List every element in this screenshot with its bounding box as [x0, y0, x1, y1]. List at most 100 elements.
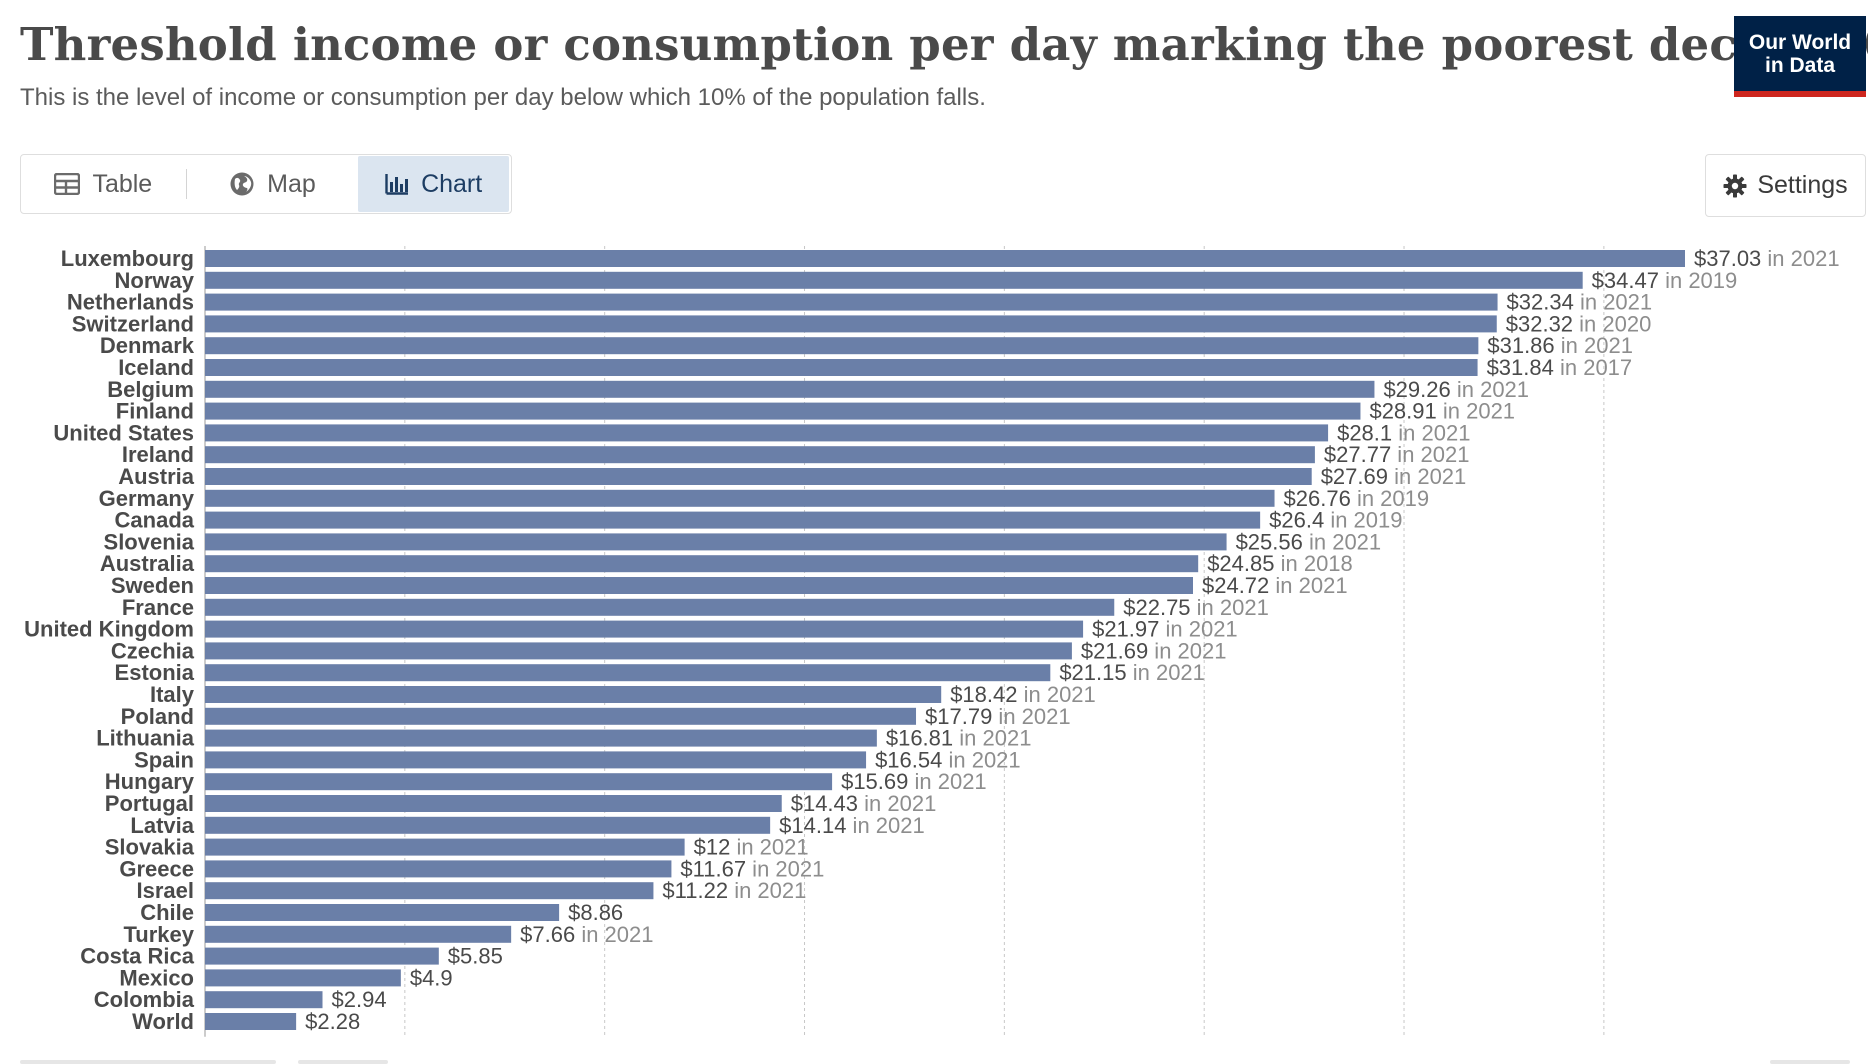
- data-label: $34.47 in 2019: [1592, 268, 1738, 293]
- value-label: $14.43: [791, 791, 858, 816]
- category-label: Portugal: [105, 791, 194, 816]
- category-label: Belgium: [107, 377, 194, 402]
- bar: [205, 882, 654, 900]
- data-label: $21.97 in 2021: [1092, 617, 1238, 642]
- category-label: Czechia: [111, 638, 195, 663]
- category-label: Costa Rica: [80, 944, 194, 969]
- data-label: $5.85: [448, 944, 503, 969]
- bar: [205, 446, 1315, 464]
- owid-logo[interactable]: Our World in Data: [1734, 16, 1866, 97]
- data-label: $18.42 in 2021: [950, 682, 1096, 707]
- tab-map[interactable]: Map: [187, 155, 359, 213]
- bar: [205, 729, 877, 747]
- tab-chart[interactable]: Chart: [358, 156, 509, 212]
- value-label: $32.32: [1506, 311, 1573, 336]
- category-label: Greece: [119, 856, 194, 881]
- data-label: $14.43 in 2021: [791, 791, 937, 816]
- data-label: $27.69 in 2021: [1321, 464, 1467, 489]
- bar: [205, 489, 1275, 507]
- data-label: $27.77 in 2021: [1324, 442, 1470, 467]
- year-label: in 2021: [1761, 246, 1839, 271]
- year-label: in 2019: [1659, 268, 1737, 293]
- tab-table-label: Table: [92, 169, 153, 198]
- bar: [205, 271, 1583, 289]
- year-label: in 2021: [992, 704, 1070, 729]
- year-label: in 2019: [1324, 508, 1402, 533]
- data-label: $12 in 2021: [694, 835, 809, 860]
- category-label: Luxembourg: [61, 246, 194, 271]
- year-label: in 2021: [730, 835, 808, 860]
- tab-chart-label: Chart: [421, 169, 483, 198]
- table-icon: [54, 173, 81, 195]
- tab-table[interactable]: Table: [21, 155, 186, 213]
- category-label: United Kingdom: [24, 617, 194, 642]
- year-label: in 2021: [1148, 638, 1226, 663]
- bar: [205, 969, 401, 987]
- year-label: in 2021: [728, 878, 806, 903]
- bar: [205, 533, 1227, 551]
- year-label: in 2017: [1554, 355, 1632, 380]
- data-label: $21.15 in 2021: [1059, 660, 1205, 685]
- bar: [205, 598, 1115, 616]
- tab-map-label: Map: [267, 169, 316, 198]
- bar: [205, 838, 685, 856]
- year-label: in 2020: [1573, 311, 1651, 336]
- logo-line-1: Our World: [1748, 30, 1852, 54]
- bar: [205, 620, 1084, 638]
- bar: [205, 925, 512, 943]
- chart-title: Threshold income or consumption per day …: [20, 18, 1868, 71]
- category-label: World: [132, 1009, 194, 1034]
- view-tabs: Table Map Chart: [20, 154, 512, 214]
- data-label: $32.34 in 2021: [1507, 290, 1653, 315]
- category-label: Poland: [121, 704, 194, 729]
- bar: [205, 555, 1199, 573]
- value-label: $16.54: [875, 747, 942, 772]
- bar: [205, 402, 1361, 420]
- bar: [205, 577, 1193, 594]
- value-label: $24.72: [1202, 573, 1269, 598]
- year-label: in 2021: [1303, 529, 1381, 554]
- bar: [205, 664, 1051, 682]
- data-label: $17.79 in 2021: [925, 704, 1071, 729]
- year-label: in 2021: [1127, 660, 1205, 685]
- bar: [205, 707, 917, 725]
- data-label: $24.85 in 2018: [1207, 551, 1353, 576]
- value-label: $17.79: [925, 704, 992, 729]
- category-label: Estonia: [115, 660, 195, 685]
- value-label: $14.14: [779, 813, 846, 838]
- data-label: $7.66 in 2021: [520, 922, 653, 947]
- category-label: Lithuania: [96, 726, 195, 751]
- category-label: Chile: [140, 900, 194, 925]
- bar: [205, 380, 1375, 398]
- value-label: $26.76: [1284, 486, 1351, 511]
- year-label: in 2021: [846, 813, 924, 838]
- category-label: Mexico: [119, 965, 194, 990]
- gear-icon: [1723, 174, 1747, 197]
- bar: [205, 751, 867, 769]
- value-label: $2.94: [332, 987, 387, 1012]
- value-label: $34.47: [1592, 268, 1659, 293]
- data-label: $22.75 in 2021: [1123, 595, 1269, 620]
- category-label: Israel: [137, 878, 195, 903]
- year-label: in 2021: [1392, 420, 1470, 445]
- data-label: $21.69 in 2021: [1081, 638, 1227, 663]
- data-label: $31.84 in 2017: [1487, 355, 1633, 380]
- year-label: in 2021: [942, 747, 1020, 772]
- category-label: Spain: [134, 747, 194, 772]
- value-label: $26.4: [1269, 508, 1324, 533]
- settings-button[interactable]: Settings: [1705, 154, 1866, 217]
- category-label: Netherlands: [67, 290, 194, 315]
- bar: [205, 315, 1497, 333]
- value-label: $29.26: [1383, 377, 1450, 402]
- category-label: Latvia: [130, 813, 194, 838]
- data-label: $4.9: [410, 965, 453, 990]
- category-label: Slovakia: [105, 835, 195, 860]
- settings-label: Settings: [1757, 171, 1848, 199]
- year-label: in 2021: [1388, 464, 1466, 489]
- bar: [205, 991, 323, 1009]
- data-label: $28.91 in 2021: [1369, 399, 1515, 424]
- chart-subtitle: This is the level of income or consumpti…: [20, 84, 986, 111]
- value-label: $12: [694, 835, 731, 860]
- value-label: $7.66: [520, 922, 575, 947]
- year-label: in 2019: [1351, 486, 1429, 511]
